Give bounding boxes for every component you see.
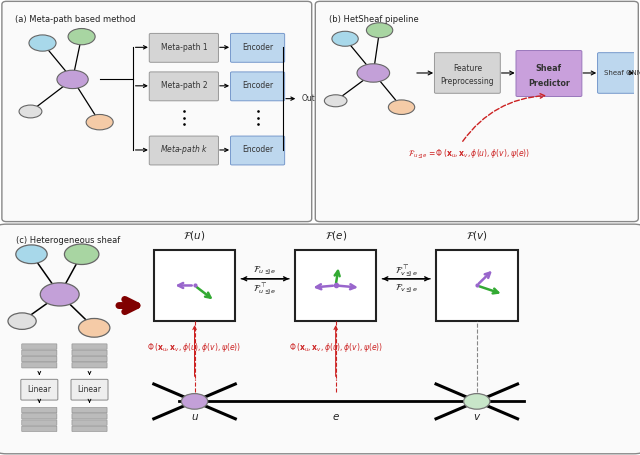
FancyBboxPatch shape [72,350,107,355]
Bar [154,250,236,321]
FancyBboxPatch shape [22,363,57,368]
FancyBboxPatch shape [72,407,107,413]
FancyBboxPatch shape [230,136,285,165]
Text: $\mathcal{F}_{u\unlhd e}^{\top}$: $\mathcal{F}_{u\unlhd e}^{\top}$ [253,281,276,297]
Ellipse shape [79,318,110,337]
Ellipse shape [463,394,490,409]
Ellipse shape [29,35,56,51]
Bar [295,250,376,321]
Ellipse shape [68,29,95,45]
FancyBboxPatch shape [72,363,107,368]
FancyBboxPatch shape [149,33,218,62]
Ellipse shape [19,105,42,118]
FancyBboxPatch shape [149,72,218,101]
FancyBboxPatch shape [22,344,57,349]
Text: $v$: $v$ [473,412,481,422]
FancyBboxPatch shape [71,379,108,400]
Ellipse shape [86,115,113,130]
FancyBboxPatch shape [516,51,582,96]
Text: Linear: Linear [77,385,102,394]
FancyBboxPatch shape [72,414,107,419]
Text: $u$: $u$ [191,412,198,422]
FancyBboxPatch shape [2,1,312,222]
Text: (a) Meta-path based method: (a) Meta-path based method [15,15,136,24]
Text: $\mathcal{F}(e)$: $\mathcal{F}(e)$ [324,229,347,242]
Bar [436,250,518,321]
FancyBboxPatch shape [435,53,500,93]
Ellipse shape [388,100,415,115]
Text: $\mathcal{F}(u)$: $\mathcal{F}(u)$ [183,229,206,242]
Ellipse shape [65,244,99,264]
Text: $\mathcal{F}_{u\unlhd e}$: $\mathcal{F}_{u\unlhd e}$ [253,265,276,277]
FancyBboxPatch shape [72,344,107,349]
Text: Encoder: Encoder [242,146,273,154]
Text: Linear: Linear [28,385,51,394]
Text: Meta-path 1: Meta-path 1 [161,43,207,52]
FancyBboxPatch shape [72,420,107,425]
Text: Meta-path 2: Meta-path 2 [161,81,207,90]
Ellipse shape [8,313,36,329]
Text: $e$: $e$ [332,412,340,422]
FancyBboxPatch shape [22,356,57,362]
Text: Encoder: Encoder [242,43,273,52]
Ellipse shape [16,245,47,263]
Text: (b) HetSheaf pipeline: (b) HetSheaf pipeline [330,15,419,24]
FancyBboxPatch shape [21,379,58,400]
Text: $\Phi\,(\mathbf{x}_u,\mathbf{x}_v,\phi(u),\phi(v),\psi(e))$: $\Phi\,(\mathbf{x}_u,\mathbf{x}_v,\phi(u… [147,341,242,354]
Text: Preprocessing: Preprocessing [440,77,494,86]
Text: Meta-path $k$: Meta-path $k$ [160,143,208,157]
FancyBboxPatch shape [149,136,218,165]
Text: Feature: Feature [453,64,482,73]
Text: Sheaf: Sheaf [536,64,562,73]
Ellipse shape [367,23,393,38]
Text: $\mathcal{F}(v)$: $\mathcal{F}(v)$ [466,229,488,242]
FancyBboxPatch shape [22,407,57,413]
Ellipse shape [324,95,347,107]
Text: Encoder: Encoder [242,81,273,90]
Text: $\mathcal{F}_{v\unlhd e}^{\top}$: $\mathcal{F}_{v\unlhd e}^{\top}$ [395,263,418,279]
Text: $\Phi\,(\mathbf{x}_u,\mathbf{x}_v,\phi(u),\phi(v),\psi(e))$: $\Phi\,(\mathbf{x}_u,\mathbf{x}_v,\phi(u… [289,341,383,354]
FancyBboxPatch shape [22,420,57,425]
Text: Predictor: Predictor [528,79,570,88]
FancyBboxPatch shape [22,426,57,431]
Text: $\mathcal{F}_{v\unlhd e}$: $\mathcal{F}_{v\unlhd e}$ [395,283,418,295]
FancyBboxPatch shape [598,53,640,93]
FancyBboxPatch shape [22,350,57,355]
FancyBboxPatch shape [0,224,640,454]
FancyBboxPatch shape [72,356,107,362]
Ellipse shape [40,283,79,306]
FancyBboxPatch shape [230,33,285,62]
Ellipse shape [357,64,390,82]
Text: Sheaf GNN: Sheaf GNN [604,70,640,76]
Ellipse shape [332,31,358,46]
Ellipse shape [181,394,208,409]
FancyBboxPatch shape [72,426,107,431]
FancyBboxPatch shape [316,1,638,222]
Text: (c) Heterogeneous sheaf: (c) Heterogeneous sheaf [16,237,120,245]
Text: $\mathcal{F}_{u\unlhd e} = \Phi\,(\mathbf{x}_u,\mathbf{x}_v,\phi(u),\phi(v),\psi: $\mathcal{F}_{u\unlhd e} = \Phi\,(\mathb… [408,148,530,161]
Text: Out: Out [301,94,315,103]
FancyBboxPatch shape [22,414,57,419]
FancyBboxPatch shape [230,72,285,101]
Ellipse shape [57,70,88,89]
